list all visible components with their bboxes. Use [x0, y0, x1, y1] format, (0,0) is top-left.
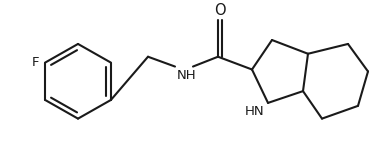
- Text: F: F: [32, 56, 39, 69]
- Text: HN: HN: [244, 105, 264, 118]
- Text: O: O: [214, 3, 226, 18]
- Text: NH: NH: [177, 69, 197, 83]
